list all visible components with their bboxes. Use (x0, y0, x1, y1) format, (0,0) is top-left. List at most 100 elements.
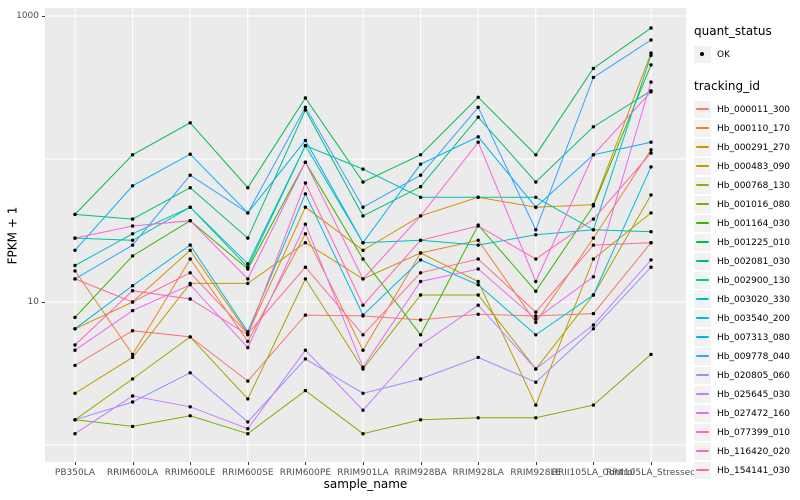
x-tick-label-RRIM928BA: RRIM928BA (394, 468, 447, 478)
data-point (303, 348, 308, 352)
x-tick-label-RRII105LA_Stressed: RRII105LA_Stressed (606, 468, 696, 478)
legend-key-box (694, 367, 711, 384)
legend: quant_status OK tracking_id Hb_000011_30… (694, 24, 800, 480)
x-tick-mark (535, 462, 537, 465)
data-point (303, 143, 308, 148)
legend-item-Hb_001164_030: Hb_001164_030 (694, 214, 800, 233)
data-point (188, 371, 192, 375)
y-tick-label: 10 (27, 297, 39, 307)
data-point (476, 267, 480, 271)
data-point (418, 377, 423, 381)
data-point (361, 277, 365, 281)
data-point (188, 257, 192, 261)
data-point (130, 377, 135, 381)
data-point (534, 310, 538, 314)
data-point (649, 151, 653, 155)
x-tick-label-RRIM928LA: RRIM928LA (452, 468, 504, 478)
legend-key-box (694, 177, 711, 194)
point-marker-icon (700, 52, 704, 56)
data-point (361, 408, 365, 412)
data-point (188, 205, 192, 209)
data-point (591, 293, 596, 297)
data-point (418, 318, 423, 322)
data-point (476, 243, 480, 247)
data-point (418, 238, 423, 242)
data-point (361, 241, 365, 245)
legend-line-swatch-icon (696, 184, 709, 186)
legend-item-label: Hb_077399_010 (717, 427, 791, 438)
legend-item-label: Hb_000291_270 (717, 142, 791, 153)
data-point (303, 313, 308, 317)
legend-key-box (694, 329, 711, 346)
legend-item-label: Hb_003020_330 (717, 294, 791, 305)
data-point (73, 327, 77, 331)
data-point (246, 277, 250, 281)
legend-line-swatch-icon (696, 450, 709, 452)
data-point (246, 211, 250, 215)
y-axis-title: FPKM + 1 (5, 206, 20, 265)
data-point (303, 181, 308, 185)
legend-item-label: Hb_001164_030 (717, 218, 791, 229)
data-point (130, 289, 135, 293)
legend-key-box (694, 101, 711, 118)
chart-canvas (45, 8, 686, 462)
data-point (130, 329, 135, 333)
data-point (476, 95, 480, 100)
data-point (303, 96, 308, 100)
legend-line-swatch-icon (696, 146, 709, 148)
data-point (649, 26, 653, 30)
data-point (361, 167, 365, 171)
data-point (130, 394, 135, 398)
legend-key-box (694, 234, 711, 251)
data-point (130, 238, 135, 242)
x-tick-label-RRIM901LA: RRIM901LA (337, 468, 389, 478)
legend-item-label: OK (717, 49, 730, 60)
data-point (476, 293, 480, 297)
data-point (649, 265, 653, 269)
data-point (534, 367, 538, 371)
data-point (591, 204, 596, 208)
data-point (418, 251, 423, 255)
data-point (246, 236, 250, 240)
legend-line-swatch-icon (696, 203, 709, 205)
legend-item-Hb_000768_130: Hb_000768_130 (694, 176, 800, 195)
legend-item-label: Hb_025645_030 (717, 389, 791, 400)
data-point (361, 391, 365, 395)
data-point (246, 379, 250, 383)
data-point (534, 195, 538, 199)
legend-item-Hb_000110_170: Hb_000110_170 (694, 119, 800, 138)
data-point (591, 217, 596, 221)
data-point (476, 279, 480, 284)
legend-title-quant-status: quant_status (694, 24, 772, 38)
data-point (591, 153, 596, 157)
data-point (246, 420, 250, 424)
data-point (649, 148, 653, 152)
data-point (246, 262, 250, 266)
legend-key-box (694, 139, 711, 156)
data-point (476, 257, 480, 261)
data-point (649, 352, 653, 357)
legend-tracking-items: Hb_000011_300 Hb_000110_170 Hb_000291_270 H… (694, 100, 800, 480)
data-point (476, 355, 480, 360)
data-point (246, 427, 250, 431)
data-point (303, 277, 308, 281)
data-point (534, 317, 538, 321)
data-point (130, 153, 135, 157)
data-point (361, 348, 365, 352)
data-point (303, 160, 308, 164)
legend-item-label: Hb_116420_020 (717, 446, 791, 457)
data-point (130, 308, 135, 313)
data-point (188, 243, 192, 247)
legend-item-Hb_000291_270: Hb_000291_270 (694, 138, 800, 157)
legend-key-box (694, 46, 711, 63)
data-point (534, 320, 538, 325)
legend-key-box (694, 253, 711, 270)
legend-item-Hb_001016_080: Hb_001016_080 (694, 195, 800, 214)
data-point (534, 279, 538, 284)
data-point (476, 303, 480, 307)
legend-line-swatch-icon (696, 241, 709, 243)
data-point (246, 186, 250, 190)
y-tick-label: 1000 (16, 11, 39, 21)
data-point (418, 214, 423, 218)
legend-item-label: Hb_000011_300 (717, 104, 791, 115)
